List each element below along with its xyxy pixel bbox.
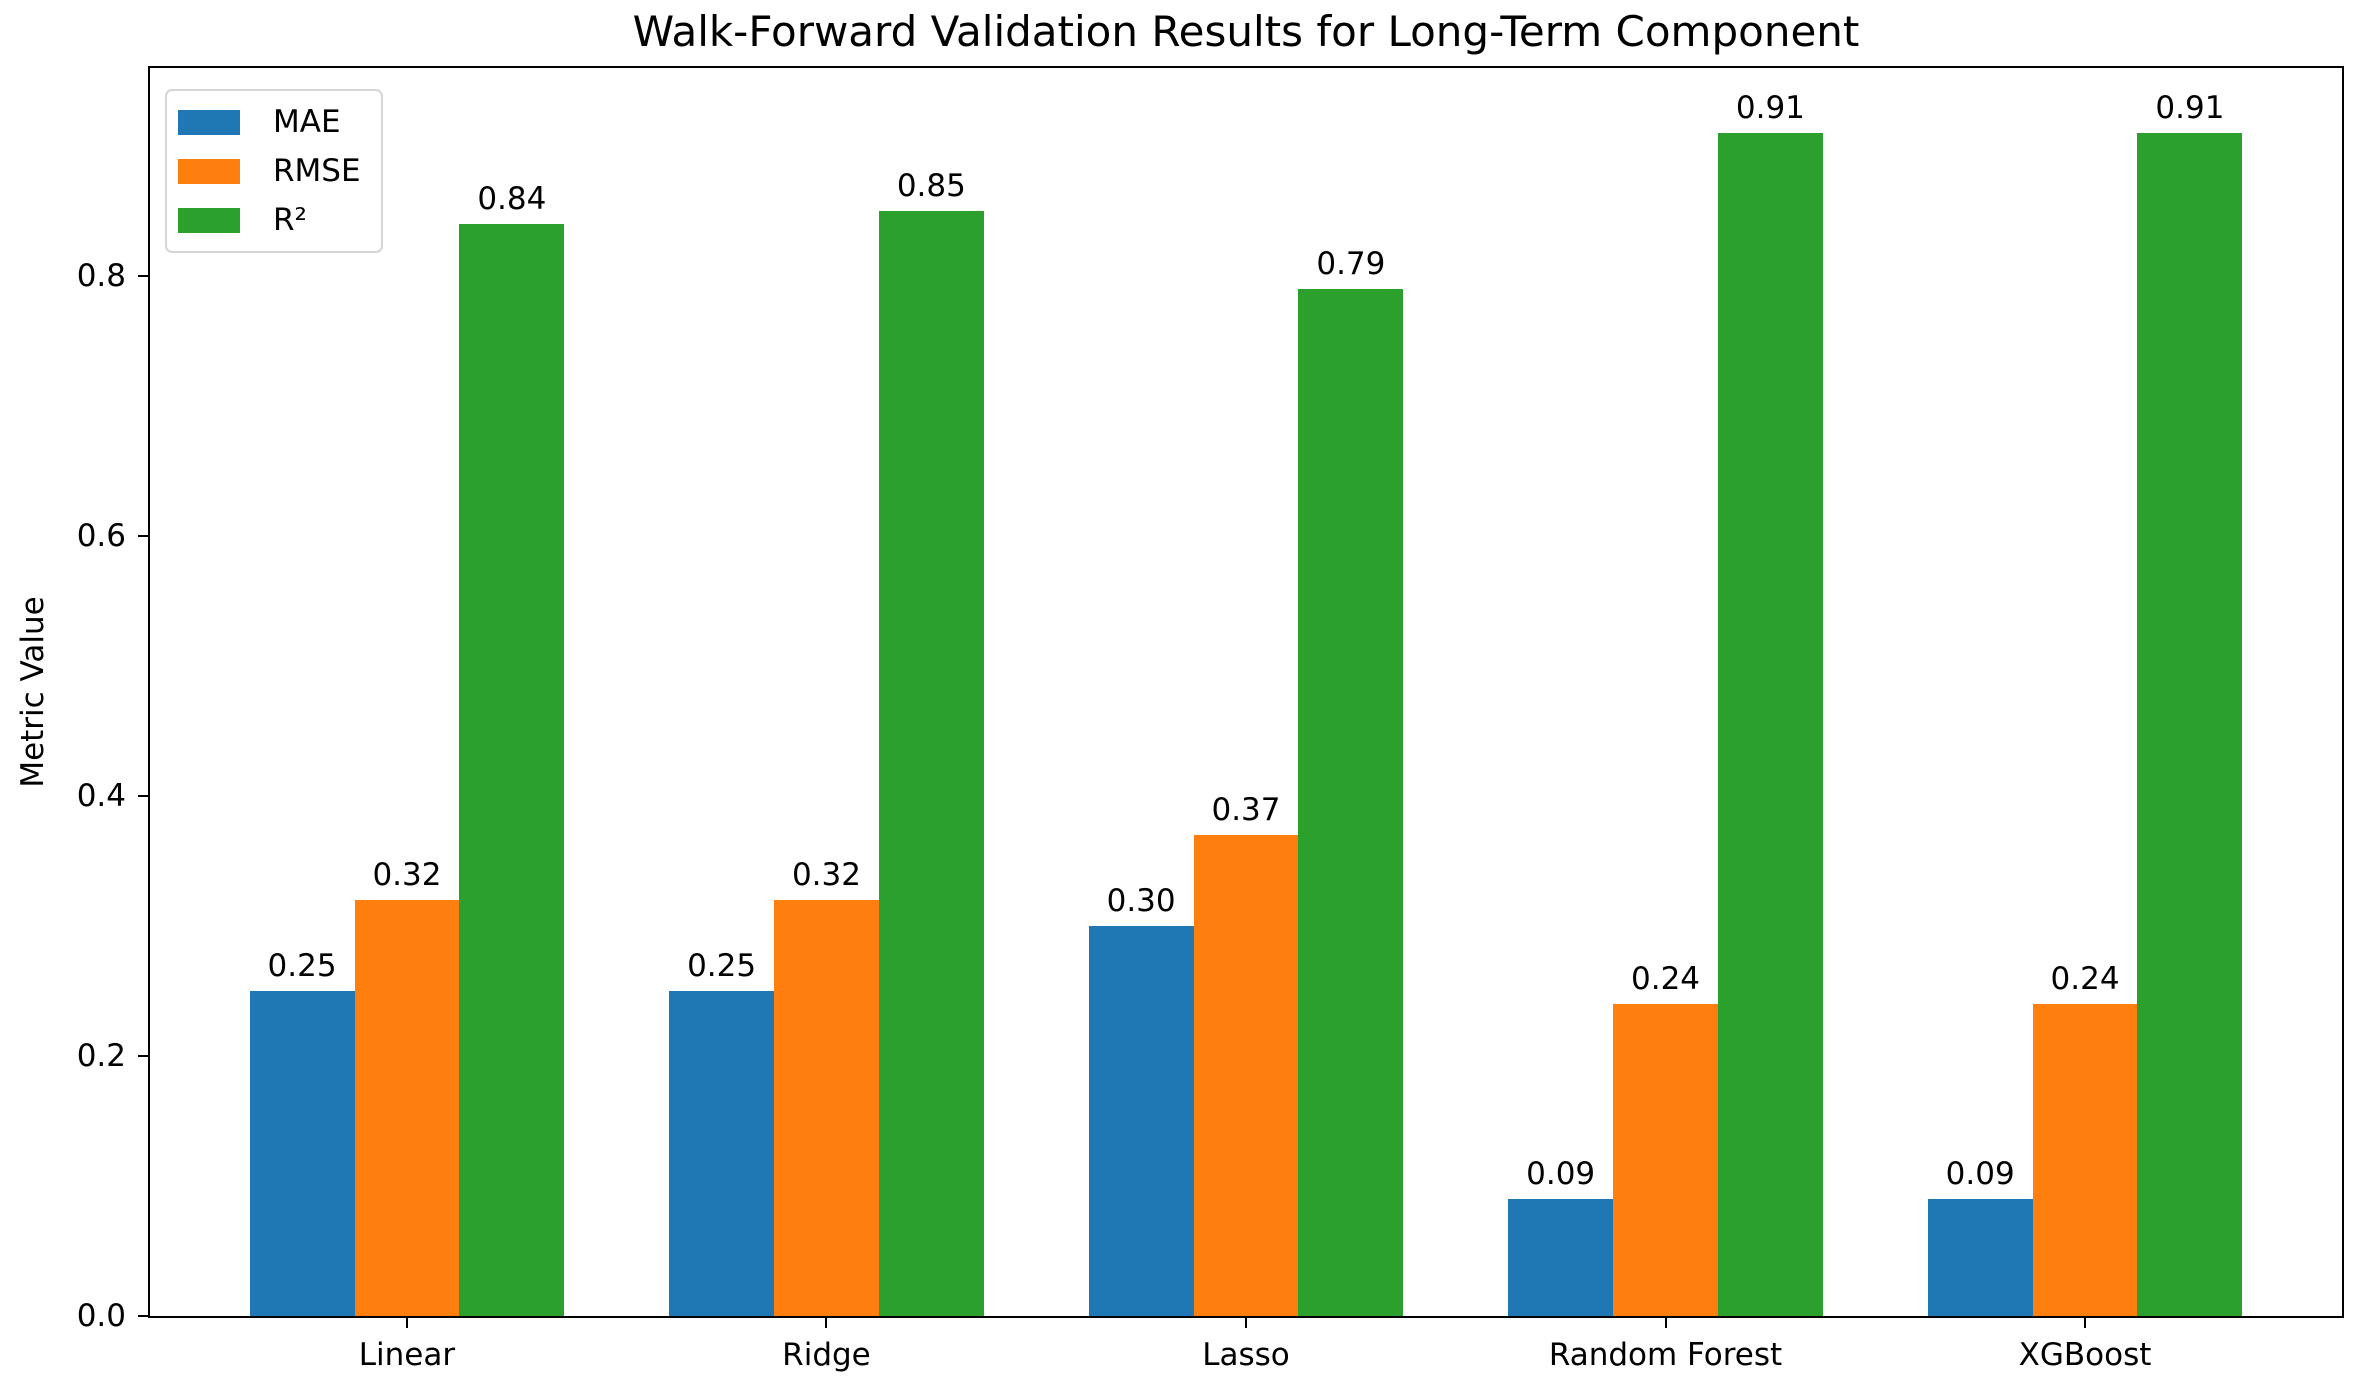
y-tick-label: 0.4	[76, 778, 126, 814]
y-tick-mark	[138, 1315, 148, 1317]
y-tick-mark	[138, 1055, 148, 1057]
chart-title: Walk-Forward Validation Results for Long…	[632, 7, 1860, 56]
bar-value-label: 0.32	[791, 857, 861, 893]
y-tick-label: 0.2	[76, 1038, 126, 1074]
legend: MAE RMSE R²	[165, 89, 383, 253]
bar-value-label: 0.84	[477, 181, 547, 217]
bar	[1298, 289, 1404, 1316]
bar-value-label: 0.09	[1526, 1156, 1596, 1192]
bar	[354, 900, 460, 1316]
y-tick-mark	[138, 275, 148, 277]
bar-value-label: 0.25	[267, 948, 337, 984]
legend-item-label: MAE	[273, 104, 341, 140]
bar-value-label: 0.79	[1316, 246, 1386, 282]
bar-value-label: 0.24	[2050, 961, 2120, 997]
bar-value-label: 0.85	[896, 168, 966, 204]
bar-value-label: 0.30	[1106, 883, 1176, 919]
bar-value-label: 0.32	[372, 857, 442, 893]
bar	[2137, 133, 2243, 1316]
x-axis-category-label: Ridge	[782, 1337, 871, 1373]
bar-value-label: 0.25	[687, 948, 757, 984]
x-axis-category-label: Linear	[358, 1337, 456, 1373]
legend-item: RMSE	[178, 153, 361, 189]
bar	[1927, 1199, 2033, 1316]
plot-area: 0.25 0.32 0.84 0.25 0.32 0.85 0.30 0.37 0.79 0.09…	[148, 66, 2344, 1318]
bar-value-label: 0.09	[1945, 1156, 2015, 1192]
x-tick-mark	[2084, 1318, 2087, 1328]
y-tick-label: 0.0	[76, 1298, 126, 1334]
legend-swatch-icon	[178, 158, 240, 184]
x-tick-mark	[1245, 1318, 1247, 1328]
x-tick-mark	[825, 1318, 828, 1328]
legend-swatch-icon	[178, 109, 240, 135]
x-axis-category-label: Random Forest	[1548, 1337, 1783, 1373]
y-axis-label: Metric Value	[15, 596, 51, 788]
legend-item-label: RMSE	[273, 153, 361, 189]
bar	[1717, 133, 1823, 1316]
bar	[1613, 1004, 1718, 1316]
legend-item: MAE	[178, 104, 361, 140]
bar-value-label: 0.37	[1211, 792, 1281, 828]
legend-swatch-icon	[178, 207, 240, 233]
x-axis-category-label: Lasso	[1202, 1337, 1290, 1373]
bar	[1508, 1199, 1614, 1316]
bar	[459, 224, 565, 1316]
bar-value-label: 0.91	[1735, 90, 1805, 126]
x-axis-category-label: XGBoost	[2018, 1337, 2152, 1373]
x-tick-mark	[1664, 1318, 1667, 1328]
y-tick-mark	[138, 535, 148, 537]
x-tick-mark	[405, 1318, 408, 1328]
bar	[1193, 835, 1299, 1316]
legend-item-label: R²	[273, 202, 307, 238]
y-tick-mark	[138, 795, 148, 797]
y-tick-label: 0.6	[76, 518, 126, 554]
legend-item: R²	[178, 202, 361, 238]
plot-inner: 0.25 0.32 0.84 0.25 0.32 0.85 0.30 0.37 0.79 0.09…	[150, 68, 2342, 1316]
bar-value-label: 0.91	[2155, 90, 2225, 126]
bar	[669, 991, 775, 1316]
bar	[878, 211, 984, 1316]
bar	[1088, 926, 1194, 1316]
bar	[2032, 1004, 2138, 1316]
bar	[249, 991, 355, 1316]
bar-value-label: 0.24	[1631, 961, 1701, 997]
y-tick-label: 0.8	[76, 258, 126, 294]
bar	[774, 900, 879, 1316]
